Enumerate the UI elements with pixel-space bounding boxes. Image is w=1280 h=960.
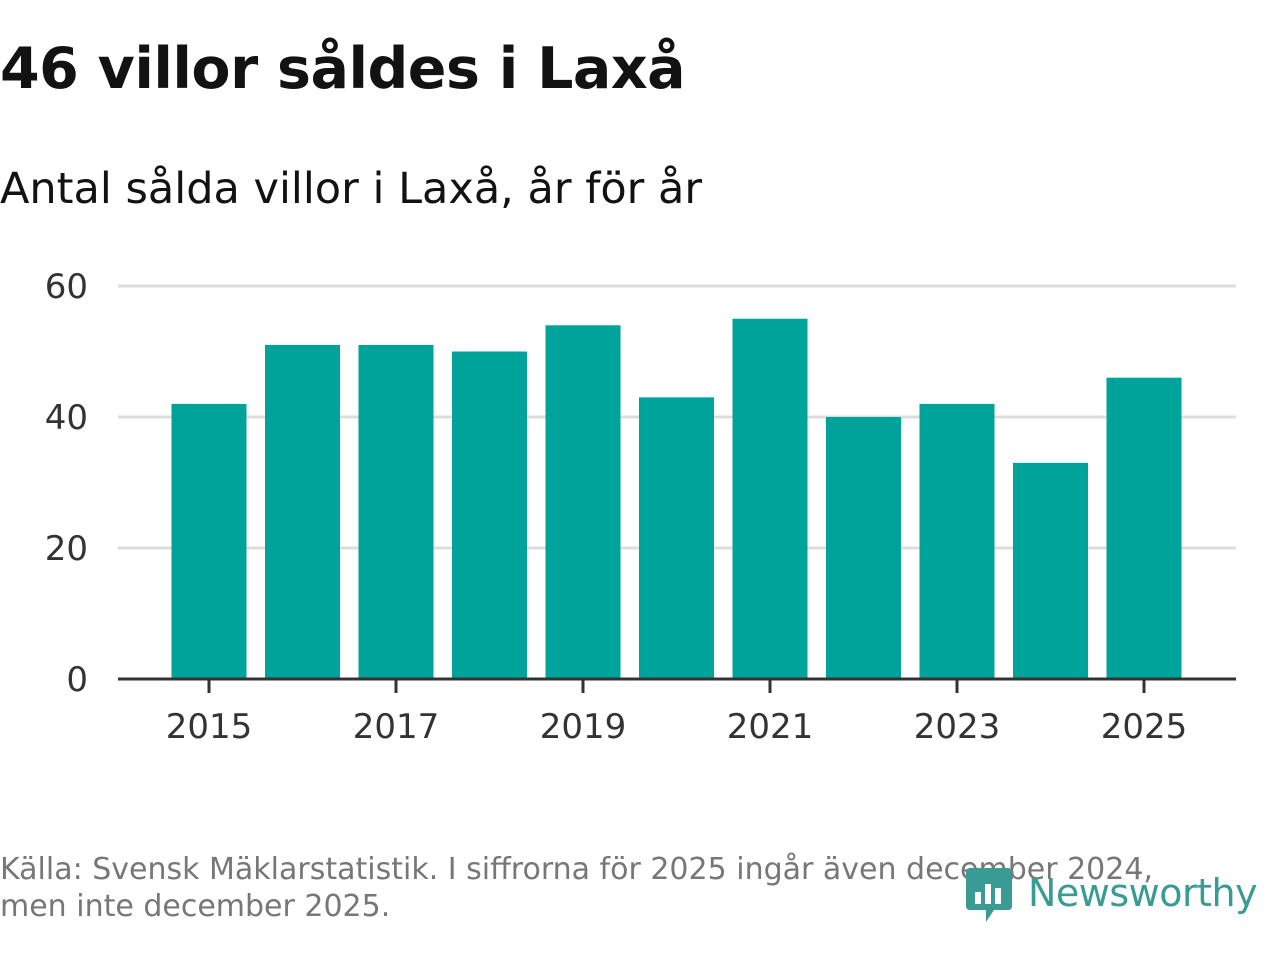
x-tick-label: 2017 bbox=[353, 707, 440, 747]
x-tick-label: 2019 bbox=[540, 707, 627, 747]
x-tick-label: 2023 bbox=[914, 707, 1001, 747]
bar-2019 bbox=[545, 325, 621, 679]
bar-2024 bbox=[1013, 462, 1088, 679]
y-tick-label: 60 bbox=[45, 267, 88, 307]
x-tick-label: 2025 bbox=[1101, 707, 1188, 747]
bars bbox=[171, 318, 1182, 679]
bar-2017 bbox=[358, 344, 434, 679]
bar-2016 bbox=[265, 344, 340, 679]
logo-text: Newsworthy bbox=[1028, 871, 1258, 915]
bar-2018 bbox=[452, 351, 527, 679]
y-tick-label: 20 bbox=[45, 529, 88, 569]
y-tick-label: 40 bbox=[45, 398, 88, 438]
bar-2022 bbox=[826, 417, 901, 679]
chart-title: 46 villor såldes i Laxå bbox=[0, 36, 686, 102]
x-tick-label: 2021 bbox=[727, 707, 814, 747]
tick-labels: 0 20 40 60 2015 2017 2019 2021 2023 2025 bbox=[45, 267, 1188, 747]
source-line-2: men inte december 2025. bbox=[0, 888, 391, 924]
newsworthy-logo-icon bbox=[966, 868, 1012, 922]
source-note: Källa: Svensk Mäklarstatistik. I siffror… bbox=[0, 852, 1200, 925]
bar-2025 bbox=[1106, 377, 1182, 679]
source-line-1: Källa: Svensk Mäklarstatistik. I siffror… bbox=[0, 852, 1153, 887]
y-tick-label: 0 bbox=[66, 660, 88, 700]
newsworthy-logo: Newsworthy bbox=[964, 862, 1258, 924]
bar-2020 bbox=[639, 397, 714, 679]
bar-2021 bbox=[732, 318, 808, 679]
x-tick-label: 2015 bbox=[166, 707, 253, 747]
bar-2023 bbox=[919, 403, 995, 679]
axes bbox=[118, 677, 1236, 693]
bar-2015 bbox=[171, 403, 247, 679]
chart-subtitle: Antal sålda villor i Laxå, år för år bbox=[0, 164, 703, 214]
